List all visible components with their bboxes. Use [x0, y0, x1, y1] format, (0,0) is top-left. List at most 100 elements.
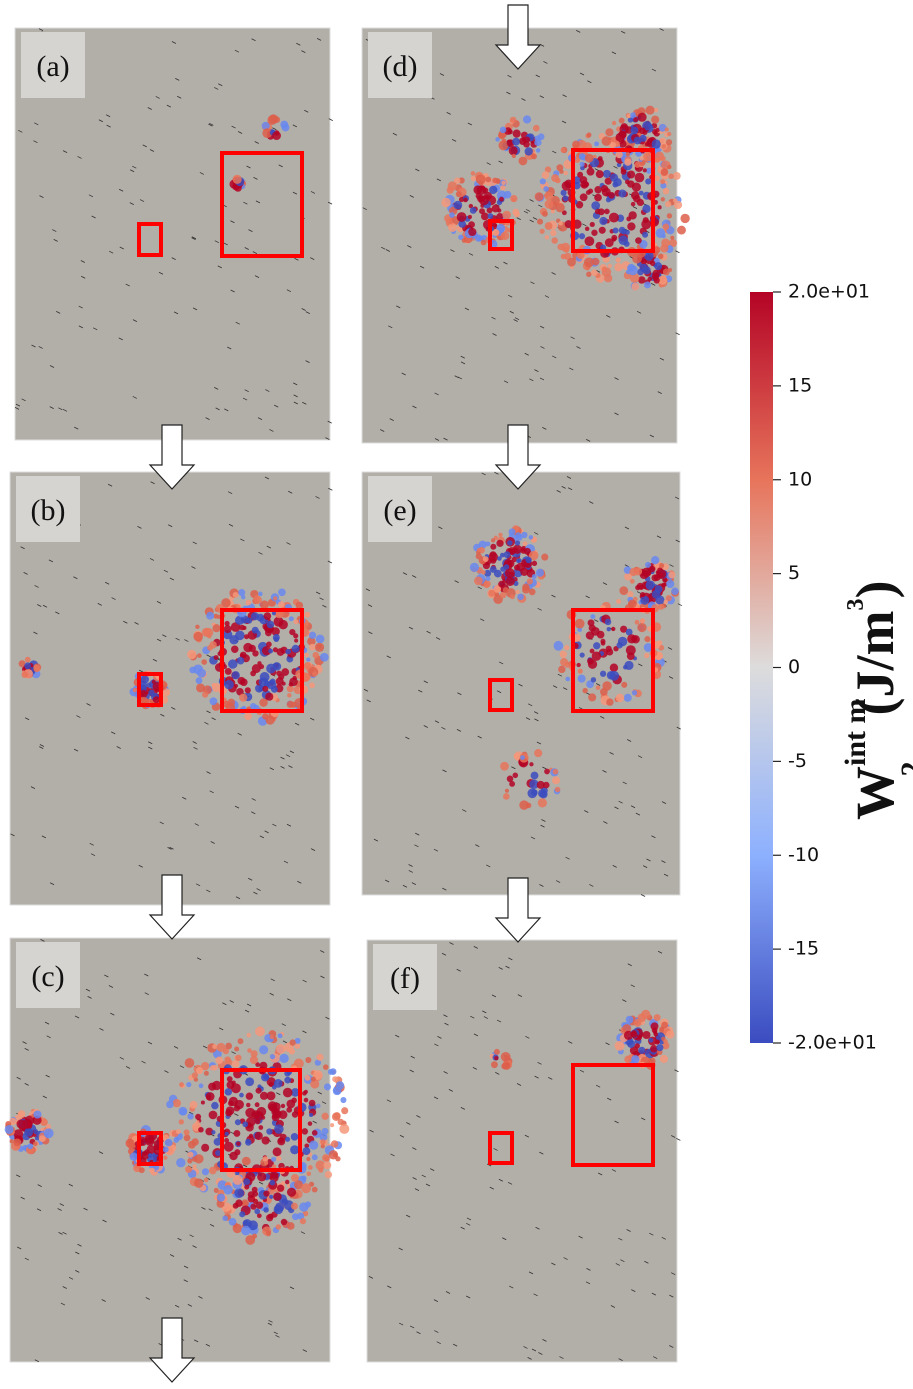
hotspot — [245, 1235, 256, 1245]
hotspot — [148, 689, 155, 696]
hotspot — [606, 627, 611, 632]
hotspot — [45, 1123, 52, 1130]
grain — [528, 1271, 534, 1275]
hotspot — [274, 1207, 279, 1213]
hotspot — [654, 262, 663, 271]
grain — [251, 38, 256, 42]
hotspot — [304, 652, 309, 658]
grain — [266, 545, 272, 549]
hotspot — [666, 1030, 675, 1039]
grain — [293, 382, 298, 386]
hotspot — [479, 208, 485, 215]
hotspot — [235, 1199, 243, 1207]
hotspot — [280, 120, 289, 129]
hotspot — [657, 205, 662, 210]
grain — [475, 844, 480, 847]
grain — [402, 884, 408, 888]
hotspot — [163, 1155, 168, 1160]
grain — [93, 327, 98, 331]
colorbar — [750, 292, 773, 1043]
hotspot — [200, 1062, 210, 1071]
hotspot — [613, 178, 622, 187]
grain — [561, 120, 567, 124]
grain — [119, 1056, 125, 1060]
hotspot — [241, 594, 246, 600]
hotspot — [224, 667, 232, 675]
grain — [321, 1101, 327, 1105]
hotspot — [508, 528, 516, 536]
grain — [411, 882, 417, 885]
hotspot — [228, 659, 238, 669]
hotspot — [591, 651, 602, 661]
hotspot — [276, 648, 285, 656]
grain — [669, 1345, 674, 1348]
grain — [204, 721, 209, 725]
hotspot — [640, 595, 650, 605]
hotspot — [323, 1161, 332, 1170]
hotspot — [523, 140, 530, 148]
hotspot — [247, 1048, 252, 1053]
hotspot — [615, 151, 623, 159]
hotspot — [507, 540, 513, 546]
hotspot — [144, 1149, 150, 1155]
hotspot — [304, 1143, 310, 1149]
grain — [649, 1232, 654, 1236]
hotspot — [630, 112, 637, 119]
grain — [543, 61, 548, 64]
grain — [615, 1263, 620, 1266]
hotspot — [476, 185, 487, 196]
grain — [327, 201, 333, 205]
grain — [251, 811, 256, 815]
hotspot — [597, 208, 605, 216]
grain — [276, 1092, 281, 1096]
hotspot — [194, 1154, 204, 1164]
highlight-box — [220, 1068, 302, 1172]
grain — [218, 83, 223, 87]
hotspot — [638, 190, 644, 196]
hotspot — [660, 179, 666, 185]
grain — [235, 321, 240, 325]
highlight-box — [137, 1131, 163, 1166]
panel-label: (d) — [383, 50, 418, 83]
grain — [578, 1235, 583, 1239]
hotspot — [262, 1156, 269, 1162]
grain — [542, 1338, 547, 1342]
hotspot — [340, 1097, 347, 1104]
grain — [317, 1091, 322, 1095]
hotspot — [634, 1043, 640, 1049]
hotspot — [234, 1188, 245, 1198]
hotspot — [287, 693, 292, 698]
hotspot — [633, 117, 639, 123]
grain — [315, 496, 320, 499]
hotspot — [584, 226, 590, 232]
grain — [264, 830, 269, 834]
grain — [456, 968, 461, 972]
hotspot — [175, 1129, 181, 1135]
grain — [495, 1072, 500, 1075]
hotspot — [519, 800, 529, 810]
grain — [659, 357, 665, 361]
hotspot — [541, 211, 548, 217]
hotspot — [614, 1040, 625, 1051]
grain — [559, 1356, 564, 1359]
hotspot — [306, 1157, 311, 1162]
hotspot — [272, 633, 280, 641]
hotspot — [603, 274, 613, 283]
grain — [542, 766, 547, 770]
highlight-box — [571, 148, 655, 253]
hotspot — [490, 557, 497, 564]
grain — [22, 1041, 27, 1044]
grain — [436, 178, 442, 182]
grain — [159, 821, 164, 825]
grain — [636, 591, 642, 594]
hotspot — [600, 184, 609, 193]
grain — [173, 311, 179, 315]
hotspot — [231, 1080, 236, 1085]
grain — [536, 741, 542, 745]
hotspot — [639, 156, 644, 161]
grain — [280, 765, 285, 769]
colorbar-tick-label: 15 — [788, 374, 812, 396]
hotspot — [149, 1167, 155, 1174]
grain — [466, 1217, 472, 1221]
hotspot — [18, 660, 26, 668]
